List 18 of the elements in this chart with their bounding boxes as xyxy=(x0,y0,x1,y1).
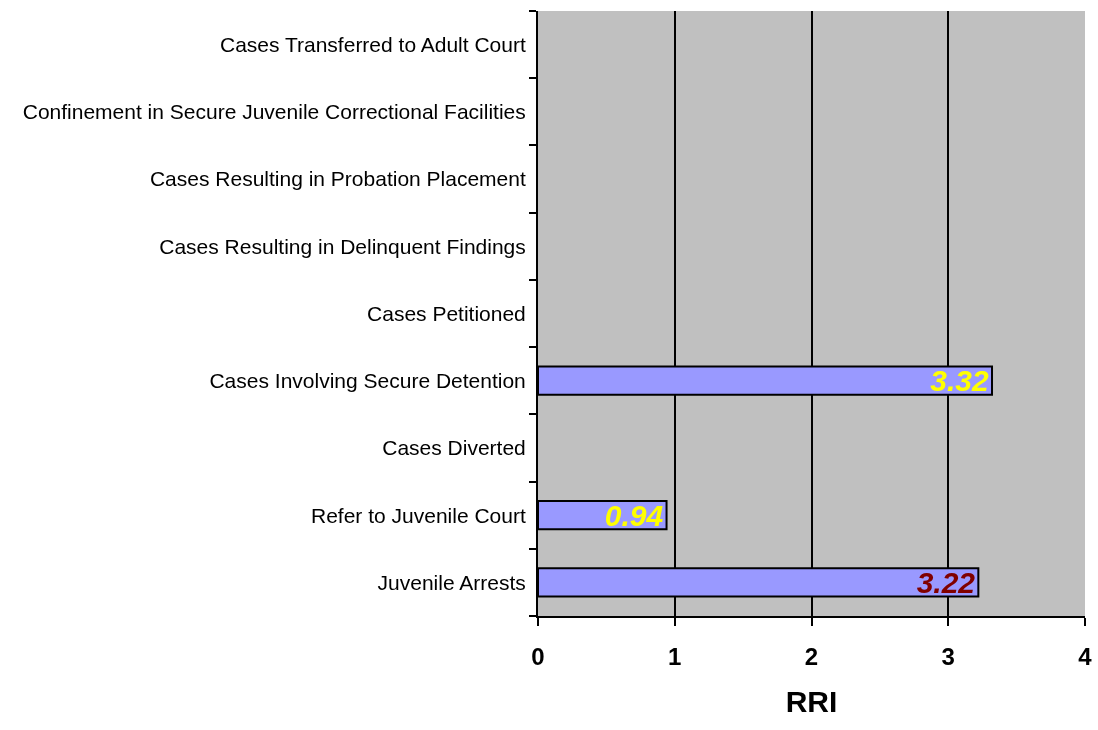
y-tick-label: Confinement in Secure Juvenile Correctional Facilities xyxy=(22,100,526,124)
x-tick-label: 0 xyxy=(531,642,545,670)
y-tick-label: Cases Resulting in Probation Placement xyxy=(149,167,526,191)
data-label: 0.94 xyxy=(604,498,664,532)
y-tick-label: Cases Diverted xyxy=(382,436,526,460)
y-tick-label: Refer to Juvenile Court xyxy=(311,503,526,527)
y-tick-label: Cases Resulting in Delinquent Findings xyxy=(159,234,526,258)
x-tick-label: 4 xyxy=(1078,642,1093,670)
x-axis-title: RRI xyxy=(785,684,838,718)
y-tick-label: Cases Petitioned xyxy=(367,301,526,325)
x-tick-label: 1 xyxy=(668,642,682,670)
data-label: 3.22 xyxy=(916,565,976,599)
x-tick-label: 3 xyxy=(941,642,955,670)
y-tick-label: Juvenile Arrests xyxy=(377,570,526,594)
y-tick-label: Cases Involving Secure Detention xyxy=(209,369,526,393)
data-label: 3.32 xyxy=(930,364,990,398)
x-tick-label: 2 xyxy=(804,642,819,670)
y-tick-label: Cases Transferred to Adult Court xyxy=(219,32,526,56)
